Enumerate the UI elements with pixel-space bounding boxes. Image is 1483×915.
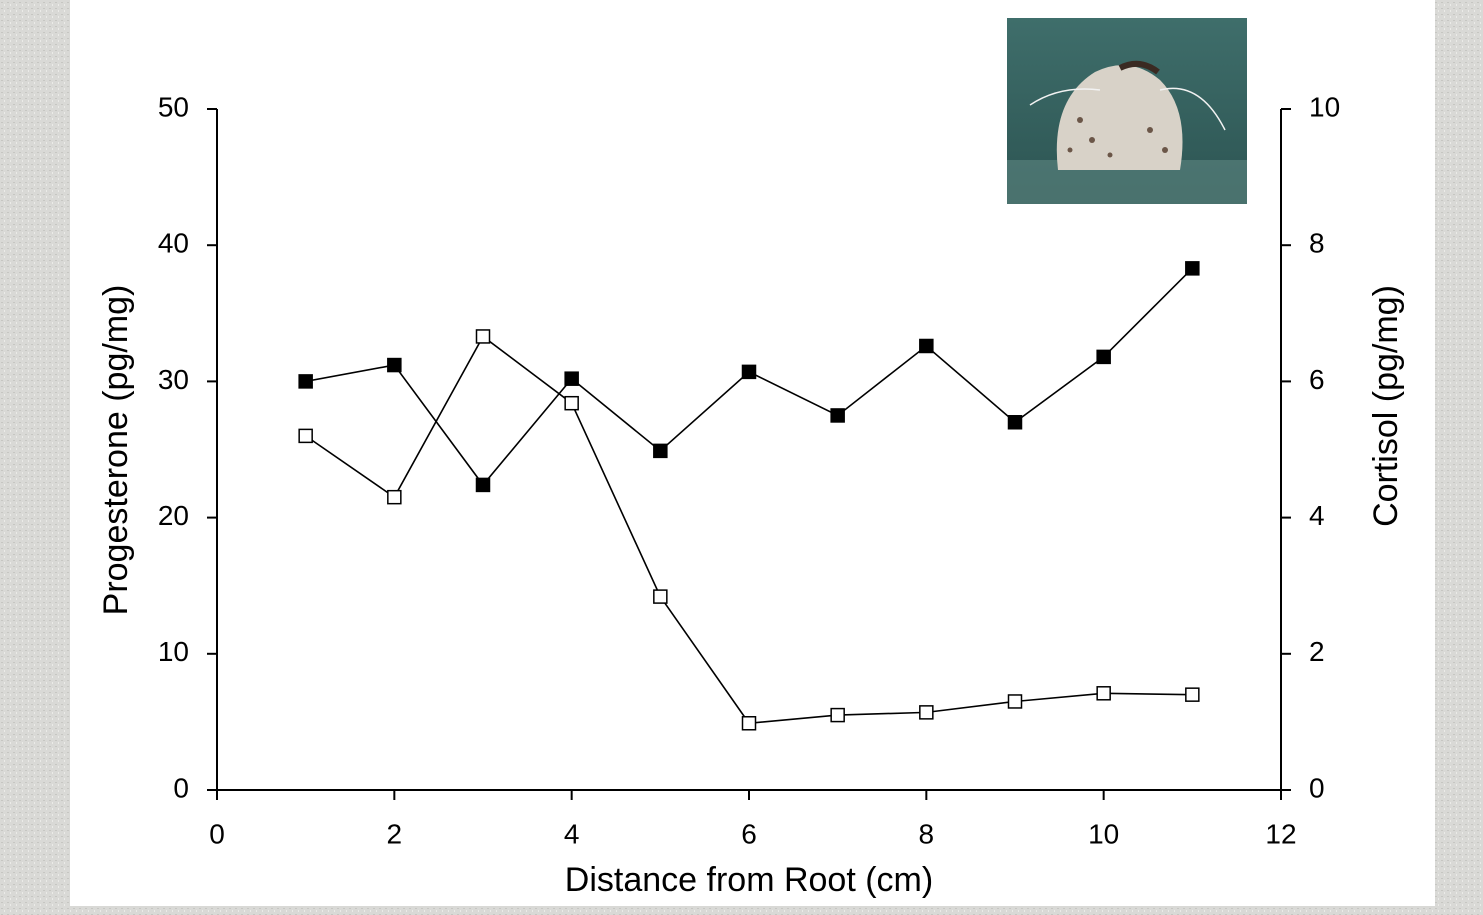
marker xyxy=(919,338,934,354)
marker xyxy=(653,443,668,459)
y-axis-label: Progesterone (pg/mg) xyxy=(97,285,135,616)
x-tick-label: 0 xyxy=(209,818,225,849)
marker xyxy=(298,428,313,444)
x-tick-label: 4 xyxy=(564,818,580,849)
y2-tick-label: 8 xyxy=(1309,228,1325,259)
marker xyxy=(1007,415,1023,430)
y2-tick-label: 6 xyxy=(1309,364,1325,395)
y2-tick-label: 0 xyxy=(1309,772,1325,803)
marker xyxy=(475,477,491,493)
marker xyxy=(1007,694,1023,709)
marker xyxy=(1096,686,1111,701)
y2-axis-label: Cortisol (pg/mg) xyxy=(1367,285,1405,527)
x-axis-label: Distance from Root (cm) xyxy=(565,861,933,899)
y-tick-label: 10 xyxy=(158,636,189,667)
x-tick-label: 10 xyxy=(1088,818,1119,849)
y-tick-label: 50 xyxy=(158,91,189,122)
x-tick-label: 12 xyxy=(1265,818,1296,849)
y-tick-label: 30 xyxy=(158,364,189,395)
marker xyxy=(387,357,402,373)
x-tick-label: 2 xyxy=(387,818,403,849)
seal-photo xyxy=(1007,18,1247,204)
marker xyxy=(298,374,313,389)
marker xyxy=(387,489,402,505)
marker xyxy=(830,408,845,423)
marker xyxy=(830,707,845,723)
y-tick-label: 0 xyxy=(173,772,189,803)
y-tick-label: 40 xyxy=(158,228,189,259)
marker xyxy=(741,364,757,380)
marker xyxy=(1185,687,1200,702)
y2-tick-label: 10 xyxy=(1309,91,1340,122)
y2-tick-label: 4 xyxy=(1309,500,1325,531)
y-tick-label: 20 xyxy=(158,500,189,531)
marker xyxy=(1096,349,1111,365)
marker xyxy=(564,371,579,386)
marker xyxy=(741,716,757,731)
marker xyxy=(1185,261,1200,276)
x-tick-label: 6 xyxy=(741,818,757,849)
y2-tick-label: 2 xyxy=(1309,636,1325,667)
marker xyxy=(653,589,668,604)
marker xyxy=(919,705,934,720)
marker xyxy=(564,395,579,411)
marker xyxy=(475,329,491,344)
x-tick-label: 8 xyxy=(919,818,935,849)
